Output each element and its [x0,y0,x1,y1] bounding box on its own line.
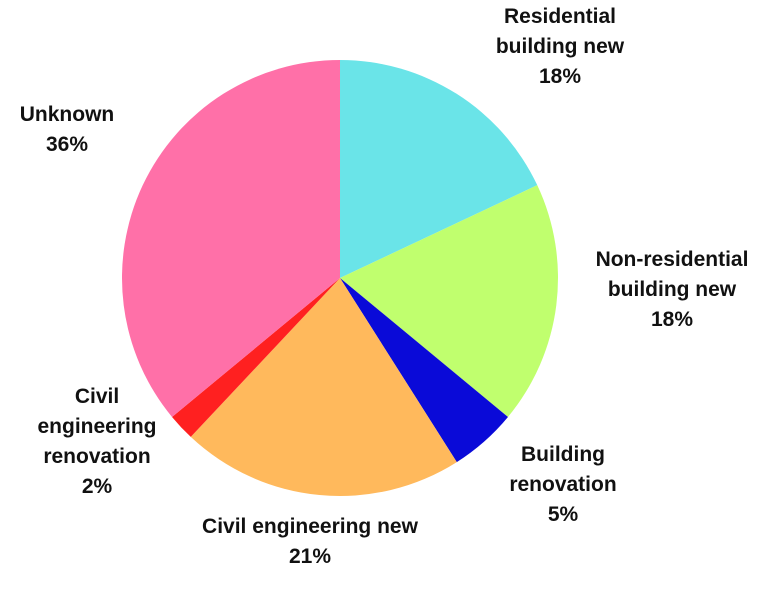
pie-slice [340,278,508,463]
value-label: 36% [45,133,89,156]
pie-slice [122,60,340,417]
category-label: Residential building new [495,5,625,58]
pie-slice [172,278,340,437]
value-label: 5% [547,503,579,526]
category-label: Civil engineering new [202,515,418,538]
slice-label: Building renovation 5% [488,440,638,530]
value-label: 2% [81,475,113,498]
value-label: 18% [538,65,582,88]
slice-label: Non-residential building new 18% [565,245,777,335]
slice-label: Civil engineering renovation 2% [27,382,167,502]
slice-label: Civil engineering new 21% [188,512,433,572]
value-label: 18% [650,308,694,331]
value-label: 21% [288,545,332,568]
pie-slice [340,60,538,278]
category-label: Unknown [19,103,115,126]
category-label: Non-residential building new [595,248,749,301]
slice-label: Unknown 36% [2,100,132,160]
category-label: Building renovation [509,443,617,496]
slice-label: Residential building new 18% [470,2,650,92]
pie-slice [190,278,457,496]
pie-slice [340,185,558,417]
category-label: Civil engineering renovation [37,385,157,468]
